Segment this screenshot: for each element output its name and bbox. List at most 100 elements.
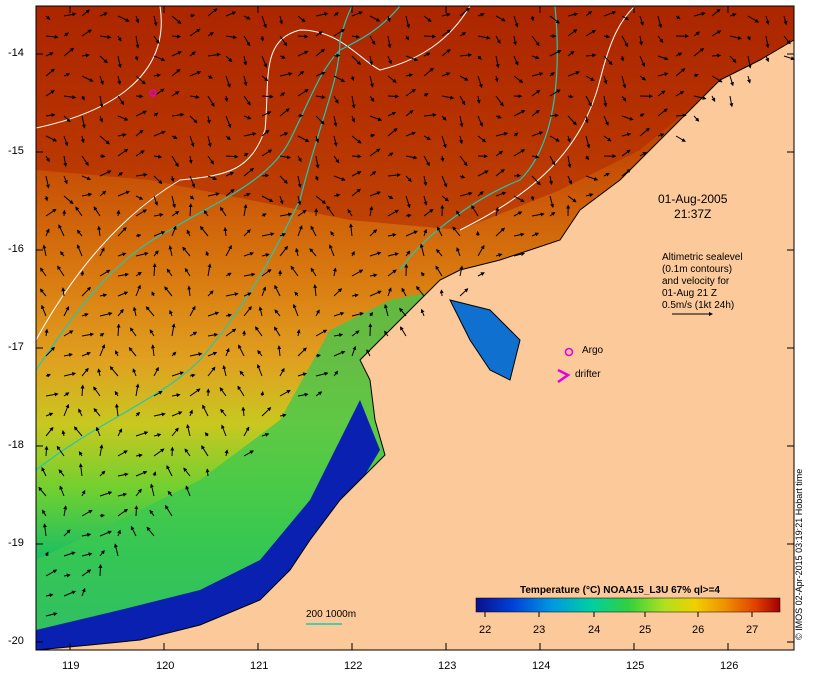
- velocity-arrow: [81, 532, 92, 537]
- velocity-arrow: [369, 205, 374, 217]
- velocity-arrow: [549, 113, 559, 118]
- velocity-arrow: [513, 35, 517, 46]
- velocity-arrow: [189, 115, 198, 124]
- velocity-arrow: [477, 244, 485, 257]
- velocity-arrow: [351, 171, 362, 177]
- velocity-arrow: [225, 135, 231, 141]
- velocity-arrow: [549, 211, 556, 217]
- velocity-arrow: [309, 248, 317, 257]
- velocity-arrow: [81, 286, 92, 297]
- velocity-arrow: [171, 351, 177, 357]
- velocity-arrow: [203, 209, 209, 217]
- velocity-arrow: [45, 52, 54, 57]
- velocity-arrow: [585, 135, 591, 149]
- velocity-arrow: [188, 155, 193, 165]
- velocity-arrow: [765, 55, 769, 63]
- velocity-arrow: [351, 312, 364, 317]
- velocity-arrow: [117, 428, 123, 437]
- velocity-arrow: [63, 403, 70, 417]
- velocity-arrow: [171, 411, 183, 417]
- velocity-arrow: [225, 11, 237, 17]
- velocity-arrow: [279, 35, 288, 47]
- velocity-arrow: [315, 135, 319, 143]
- velocity-arrow: [99, 55, 108, 64]
- velocity-arrow: [639, 127, 650, 137]
- altimetry-note-line: and velocity for: [662, 276, 730, 287]
- velocity-arrow: [277, 345, 282, 357]
- velocity-arrow: [315, 31, 323, 37]
- velocity-arrow: [585, 95, 592, 107]
- velocity-arrow: [45, 426, 54, 437]
- velocity-arrow: [315, 309, 320, 317]
- velocity-arrow: [693, 48, 705, 57]
- velocity-arrow: [99, 332, 105, 337]
- timestamp-date: 01-Aug-2005: [658, 192, 728, 206]
- velocity-arrow: [171, 155, 179, 168]
- velocity-arrow: [441, 95, 455, 100]
- velocity-arrow: [441, 135, 447, 149]
- velocity-arrow: [279, 233, 287, 237]
- isobath-contour: [399, 5, 558, 271]
- velocity-arrow: [201, 445, 209, 457]
- altimetry-note-line: (0.1m contours): [662, 264, 733, 275]
- velocity-arrow: [135, 453, 143, 458]
- velocity-arrow: [151, 291, 156, 297]
- velocity-arrow: [513, 211, 523, 217]
- velocity-arrow: [294, 291, 299, 297]
- velocity-arrow: [63, 551, 76, 557]
- velocity-arrow: [333, 53, 341, 58]
- velocity-arrow: [117, 190, 131, 197]
- velocity-arrow: [495, 150, 504, 157]
- velocity-arrow: [41, 509, 47, 517]
- velocity-arrow: [128, 346, 137, 357]
- velocity-arrow: [639, 55, 646, 68]
- velocity-arrow: [567, 29, 578, 37]
- velocity-arrow: [531, 131, 544, 137]
- velocity-arrow: [95, 426, 101, 437]
- velocity-arrow: [261, 173, 270, 178]
- velocity-arrow: [189, 409, 193, 417]
- velocity-arrow: [93, 206, 101, 217]
- colorbar-tick-label: 24: [588, 624, 601, 636]
- velocity-arrow: [59, 485, 65, 497]
- velocity-arrow: [199, 225, 209, 237]
- velocity-arrow: [189, 388, 201, 397]
- velocity-arrow: [621, 15, 630, 21]
- velocity-arrow: [224, 95, 229, 103]
- velocity-arrow: [153, 154, 163, 159]
- velocity-arrow: [207, 366, 216, 377]
- colorbar-tick-label: 26: [692, 624, 705, 636]
- contour-legend-label: 200 1000m: [306, 609, 357, 620]
- velocity-arrow: [117, 291, 129, 297]
- lat-tick-label: -15: [8, 145, 24, 157]
- velocity-arrow: [63, 155, 68, 168]
- velocity-arrow: [495, 15, 506, 22]
- velocity-arrow: [315, 371, 329, 377]
- velocity-arrow: [153, 112, 159, 117]
- velocity-arrow: [99, 75, 104, 86]
- velocity-arrow: [207, 311, 220, 317]
- velocity-arrow: [171, 15, 182, 25]
- velocity-arrow: [239, 370, 245, 377]
- velocity-arrow: [351, 345, 357, 357]
- lat-tick-label: -14: [8, 47, 24, 59]
- velocity-arrow: [117, 472, 129, 477]
- velocity-arrow: [549, 89, 561, 97]
- velocity-arrow: [207, 8, 218, 17]
- velocity-arrow: [225, 35, 238, 40]
- velocity-arrow: [350, 75, 355, 82]
- velocity-arrow: [45, 346, 55, 357]
- lon-tick-label: 123: [438, 660, 457, 672]
- velocity-arrow: [399, 307, 407, 317]
- velocity-arrow: [315, 71, 326, 77]
- velocity-arrow: [117, 308, 124, 317]
- velocity-arrow: [783, 55, 795, 61]
- velocity-arrow: [117, 508, 129, 517]
- velocity-arrow: [423, 52, 431, 57]
- velocity-arrow: [729, 95, 734, 108]
- velocity-arrow: [369, 55, 374, 66]
- colorbar-tick-label: 22: [479, 624, 492, 636]
- velocity-arrow: [61, 430, 66, 437]
- velocity-arrow: [279, 92, 286, 97]
- velocity-arrow: [81, 75, 94, 82]
